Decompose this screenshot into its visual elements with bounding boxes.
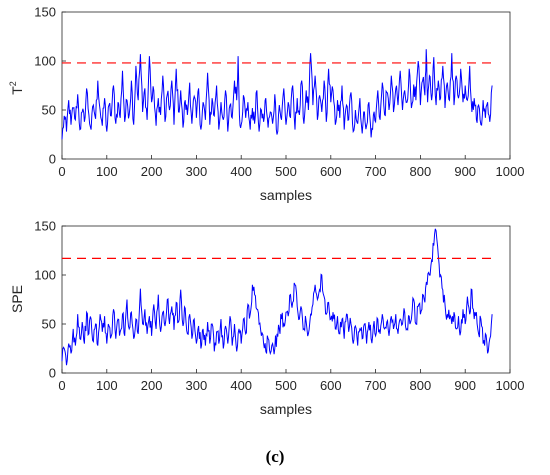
- t2-x-tick-label: 200: [141, 164, 163, 179]
- t2-y-tick-label: 0: [49, 152, 56, 167]
- t2-plot-area: [61, 11, 511, 160]
- spe-x-ticks: 0 100 200 300 400 500 600 700 800 900 1000: [58, 369, 524, 393]
- spe-y-tick-label: 150: [34, 219, 56, 234]
- spe-y-tick-label: 0: [49, 366, 56, 381]
- t2-chart: 0 100 200 300 400 500 600 700 800 900 1000 0 50 100 1…: [8, 5, 524, 204]
- t2-y-tick-label: 100: [34, 54, 56, 69]
- t2-x-tick-label: 900: [454, 164, 476, 179]
- spe-y-ticks: 0 50 100 150: [34, 219, 66, 381]
- t2-x-tick-label: 1000: [496, 164, 525, 179]
- t2-x-axis-label: samples: [260, 187, 312, 203]
- t2-x-ticks: 0 100 200 300 400 500 600 700 800 900 1000: [58, 155, 524, 179]
- spe-chart: 0 100 200 300 400 500 600 700 800 900 1000 0 50 100 1…: [9, 219, 524, 418]
- t2-x-tick-label: 100: [96, 164, 118, 179]
- t2-y-ticks: 0 50 100 150: [34, 5, 66, 167]
- t2-x-tick-label: 500: [275, 164, 297, 179]
- spe-plot-area: [61, 225, 511, 374]
- spe-x-tick-label: 100: [96, 378, 118, 393]
- spe-x-tick-label: 200: [141, 378, 163, 393]
- spe-x-tick-label: 600: [320, 378, 342, 393]
- spe-series-line: [61, 228, 493, 366]
- t2-y-tick-label: 50: [42, 103, 56, 118]
- figure-caption: (c): [266, 447, 285, 466]
- spe-x-tick-label: 800: [410, 378, 432, 393]
- t2-x-tick-label: 800: [410, 164, 432, 179]
- t2-x-tick-label: 400: [230, 164, 252, 179]
- t2-y-tick-label: 150: [34, 5, 56, 20]
- spe-x-tick-label: 500: [275, 378, 297, 393]
- spe-x-tick-label: 700: [365, 378, 387, 393]
- t2-x-tick-label: 600: [320, 164, 342, 179]
- t2-x-tick-label: 300: [186, 164, 208, 179]
- spe-x-tick-label: 300: [186, 378, 208, 393]
- t2-x-tick-label: 0: [58, 164, 65, 179]
- spe-y-axis-label: SPE: [9, 285, 25, 313]
- spe-x-tick-label: 1000: [496, 378, 525, 393]
- t2-y-axis-label: T2: [8, 81, 25, 95]
- spe-x-axis-label: samples: [260, 401, 312, 417]
- spe-x-tick-label: 0: [58, 378, 65, 393]
- spe-y-tick-label: 50: [42, 317, 56, 332]
- t2-series-line: [61, 49, 493, 140]
- spe-y-tick-label: 100: [34, 268, 56, 283]
- spe-x-tick-label: 400: [230, 378, 252, 393]
- spe-x-tick-label: 900: [454, 378, 476, 393]
- t2-x-tick-label: 700: [365, 164, 387, 179]
